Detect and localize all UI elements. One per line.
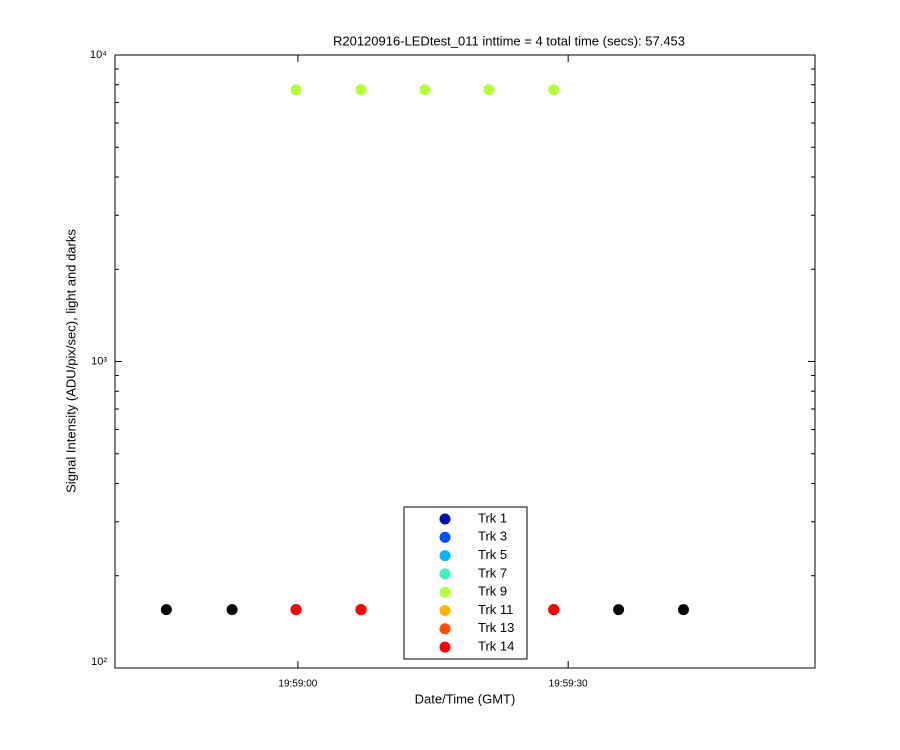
legend-label: Trk 5 <box>478 547 507 562</box>
legend-label: Trk 3 <box>478 529 507 544</box>
legend-marker <box>439 568 451 580</box>
x-tick-label: 19:59:00 <box>278 679 317 690</box>
legend-label: Trk 7 <box>478 565 507 580</box>
legend-label: Trk 1 <box>478 510 507 525</box>
point <box>290 84 302 96</box>
legend-marker <box>439 641 451 653</box>
point <box>548 84 560 96</box>
point <box>290 604 302 616</box>
legend-marker <box>439 513 451 525</box>
y-tick-label: 10² <box>91 656 107 668</box>
point <box>419 84 431 96</box>
point <box>355 84 367 96</box>
point <box>483 84 495 96</box>
point <box>548 604 560 616</box>
legend-marker <box>439 550 451 562</box>
legend-label: Trk 13 <box>478 620 514 635</box>
point <box>355 604 367 616</box>
legend-marker <box>439 531 451 543</box>
legend-marker <box>439 605 451 616</box>
legend-label: Trk 11 <box>478 602 513 617</box>
y-tick-label: 10³ <box>91 355 107 367</box>
legend-box <box>403 506 528 660</box>
point <box>613 604 625 616</box>
legend-label: Trk 9 <box>478 584 507 599</box>
x-axis-label: Date/Time (GMT) <box>415 691 516 706</box>
y-axis-label: Signal Intensity (ADU/pix/sec), light an… <box>63 229 78 493</box>
point <box>677 604 689 616</box>
legend-label: Trk 14 <box>478 639 514 654</box>
y-tick-label: 10⁴ <box>90 49 107 61</box>
legend-marker <box>439 586 451 598</box>
point <box>160 604 172 616</box>
x-tick-label: 19:59:30 <box>549 679 588 690</box>
chart-title: R20120916-LEDtest_011 inttime = 4 total … <box>333 33 685 48</box>
point <box>226 604 238 616</box>
legend-marker <box>439 623 451 635</box>
